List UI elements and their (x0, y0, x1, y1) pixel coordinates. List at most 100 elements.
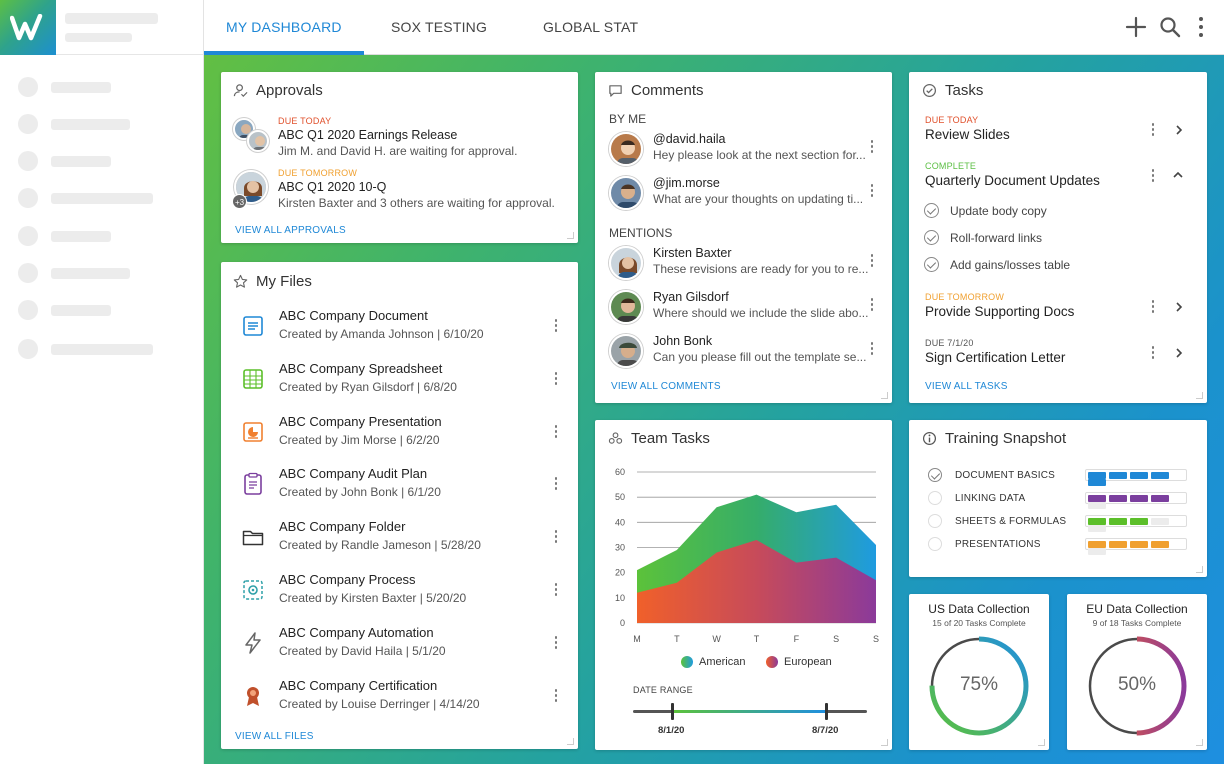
nav-item-icon[interactable] (18, 151, 38, 171)
range-end-handle[interactable] (825, 703, 828, 720)
nav-item-placeholder[interactable] (51, 344, 153, 355)
approval-name[interactable]: ABC Q1 2020 10-Q (278, 180, 387, 194)
comment-menu-icon[interactable] (870, 254, 874, 268)
nav-item-placeholder[interactable] (51, 268, 130, 279)
comment-row[interactable]: @david.haila Hey please look at the next… (595, 130, 892, 170)
chevron-right-icon[interactable] (1174, 348, 1184, 358)
chevron-right-icon[interactable] (1174, 125, 1184, 135)
nav-item-placeholder[interactable] (51, 82, 111, 93)
file-row[interactable]: ABC Company Automation Created by David … (221, 620, 578, 666)
task-row[interactable]: COMPLETE Quarterly Document Updates (909, 158, 1207, 194)
training-row[interactable]: DOCUMENT BASICS (909, 468, 1207, 486)
nav-item-icon[interactable] (18, 188, 38, 208)
task-menu-icon[interactable] (1151, 169, 1155, 183)
tab-my-dashboard[interactable]: MY DASHBOARD (204, 0, 364, 55)
add-icon[interactable] (1123, 14, 1149, 40)
subtask-row[interactable]: Roll-forward links (909, 229, 1207, 251)
comment-row[interactable]: Kirsten Baxter These revisions are ready… (595, 244, 892, 284)
file-row[interactable]: ABC Company Document Created by Amanda J… (221, 303, 578, 349)
nav-item-icon[interactable] (18, 263, 38, 283)
certification-icon (247, 687, 259, 706)
comment-menu-icon[interactable] (870, 140, 874, 154)
file-row[interactable]: ABC Company Folder Created by Randle Jam… (221, 514, 578, 560)
nav-item-icon[interactable] (18, 339, 38, 359)
total-count: 18 (1109, 618, 1119, 628)
task-menu-icon[interactable] (1151, 346, 1155, 360)
mentions-label: MENTIONS (609, 226, 673, 240)
comment-menu-icon[interactable] (870, 298, 874, 312)
nav-item-placeholder[interactable] (51, 193, 153, 204)
nav-item-icon[interactable] (18, 77, 38, 97)
nav-item-icon[interactable] (18, 300, 38, 320)
view-all-files-link[interactable]: VIEW ALL FILES (235, 731, 314, 742)
training-row[interactable]: PRESENTATIONS (909, 537, 1207, 555)
task-name: Quarterly Document Updates (925, 173, 1100, 188)
training-row[interactable]: SHEETS & FORMULAS (909, 514, 1207, 532)
nav-item-placeholder[interactable] (51, 305, 111, 316)
file-menu-icon[interactable] (554, 477, 558, 491)
legend-european: European (766, 656, 832, 668)
nav-item-icon[interactable] (18, 226, 38, 246)
nav-item-placeholder[interactable] (51, 156, 111, 167)
nav-item-icon[interactable] (18, 114, 38, 134)
avatar (609, 290, 643, 324)
task-menu-icon[interactable] (1151, 123, 1155, 137)
view-all-comments-link[interactable]: VIEW ALL COMMENTS (611, 381, 721, 392)
tab-label: SOX TESTING (391, 19, 488, 35)
x-tick-label: M (633, 634, 641, 644)
comment-menu-icon[interactable] (870, 184, 874, 198)
training-row[interactable]: LINKING DATA (909, 491, 1207, 509)
subtask-row[interactable]: Add gains/losses table (909, 256, 1207, 278)
file-meta: Created by John Bonk | 6/1/20 (279, 485, 441, 499)
comment-row[interactable]: John Bonk Can you please fill out the te… (595, 332, 892, 372)
approval-name[interactable]: ABC Q1 2020 Earnings Release (278, 128, 458, 142)
progress-segment (1109, 541, 1127, 548)
nav-item-placeholder[interactable] (51, 231, 111, 242)
file-row[interactable]: ABC Company Audit Plan Created by John B… (221, 461, 578, 507)
approvals-title: Approvals (256, 82, 323, 99)
file-meta: Created by David Haila | 5/1/20 (279, 644, 446, 658)
training-label: DOCUMENT BASICS (955, 470, 1056, 481)
comment-row[interactable]: Ryan Gilsdorf Where should we include th… (595, 288, 892, 328)
file-row[interactable]: ABC Company Process Created by Kirsten B… (221, 567, 578, 613)
file-menu-icon[interactable] (554, 636, 558, 650)
progress-segment (1088, 525, 1106, 532)
nav-item-placeholder[interactable] (51, 119, 130, 130)
us-collection-subtitle: 15 of 20 Tasks Complete (909, 618, 1049, 628)
tab-sox-testing[interactable]: SOX TESTING (391, 0, 487, 55)
sidebar (0, 0, 204, 764)
task-menu-icon[interactable] (1151, 300, 1155, 314)
y-tick-label: 50 (615, 492, 625, 502)
file-row[interactable]: ABC Company Presentation Created by Jim … (221, 409, 578, 455)
task-row[interactable]: DUE TODAY Review Slides (909, 112, 1207, 148)
of-label: of (944, 618, 952, 628)
comment-text: Hey please look at the next section for.… (653, 148, 866, 162)
subtask-row[interactable]: Update body copy (909, 202, 1207, 224)
file-menu-icon[interactable] (554, 530, 558, 544)
view-all-tasks-link[interactable]: VIEW ALL TASKS (925, 381, 1008, 392)
task-row[interactable]: DUE 7/1/20 Sign Certification Letter (909, 335, 1207, 371)
comment-row[interactable]: @jim.morse What are your thoughts on upd… (595, 174, 892, 214)
file-menu-icon[interactable] (554, 425, 558, 439)
tab-global-stat[interactable]: GLOBAL STAT (543, 0, 638, 55)
chevron-up-icon[interactable] (1173, 170, 1183, 180)
view-all-approvals-link[interactable]: VIEW ALL APPROVALS (235, 225, 346, 236)
task-row[interactable]: DUE TOMORROW Provide Supporting Docs (909, 289, 1207, 325)
files-header: My Files (233, 273, 312, 290)
comments-header: Comments (608, 82, 704, 99)
file-row[interactable]: ABC Company Certification Created by Lou… (221, 673, 578, 719)
file-menu-icon[interactable] (554, 583, 558, 597)
file-row[interactable]: ABC Company Spreadsheet Created by Ryan … (221, 356, 578, 402)
range-start-handle[interactable] (671, 703, 674, 720)
comment-menu-icon[interactable] (870, 342, 874, 356)
chevron-right-icon[interactable] (1174, 302, 1184, 312)
date-range-selection (673, 710, 826, 713)
my-files-card: My Files ABC Company Document Created by… (221, 262, 578, 749)
training-progress-bar (1085, 492, 1187, 509)
search-icon[interactable] (1157, 14, 1183, 40)
file-menu-icon[interactable] (554, 689, 558, 703)
workiva-logo[interactable] (0, 0, 56, 55)
file-menu-icon[interactable] (554, 319, 558, 333)
more-menu-icon[interactable] (1188, 14, 1214, 40)
file-menu-icon[interactable] (554, 372, 558, 386)
